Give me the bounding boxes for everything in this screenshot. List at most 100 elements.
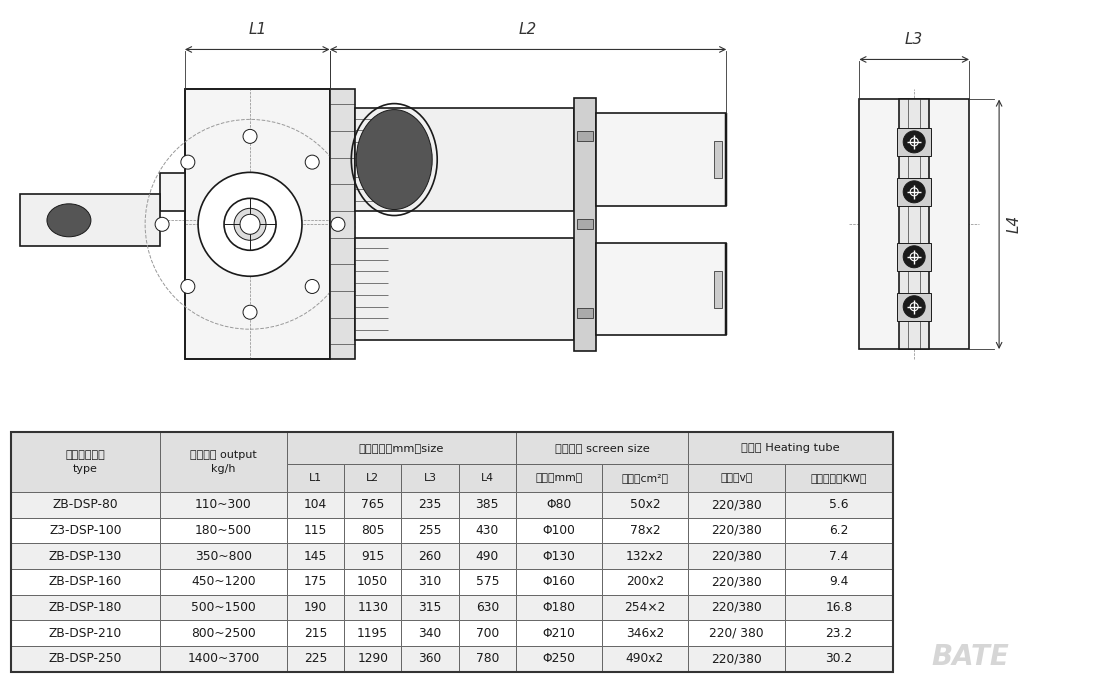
- Bar: [688, 432, 893, 464]
- Text: 254×2: 254×2: [624, 601, 666, 614]
- Text: 315: 315: [419, 601, 442, 614]
- Bar: [185, 89, 330, 359]
- Bar: [11, 492, 160, 518]
- Circle shape: [305, 155, 319, 169]
- Bar: [11, 518, 160, 543]
- Bar: [516, 646, 602, 672]
- Bar: [577, 130, 593, 140]
- Bar: [344, 595, 402, 620]
- Text: 16.8: 16.8: [826, 601, 853, 614]
- Text: 加热器 Heating tube: 加热器 Heating tube: [741, 443, 839, 453]
- Bar: [286, 620, 344, 646]
- Bar: [344, 464, 402, 492]
- Bar: [20, 194, 160, 246]
- Bar: [516, 518, 602, 543]
- Bar: [897, 243, 931, 271]
- Circle shape: [198, 172, 302, 276]
- Text: Φ130: Φ130: [543, 549, 575, 562]
- Bar: [286, 518, 344, 543]
- Text: 235: 235: [419, 498, 442, 511]
- Bar: [459, 569, 516, 595]
- Bar: [160, 173, 185, 211]
- Text: ZB-DSP-130: ZB-DSP-130: [49, 549, 122, 562]
- Bar: [11, 569, 160, 595]
- Bar: [160, 646, 286, 672]
- Bar: [344, 518, 402, 543]
- Bar: [688, 569, 784, 595]
- Text: L3: L3: [423, 473, 436, 483]
- Text: 780: 780: [476, 652, 499, 666]
- Bar: [516, 464, 602, 492]
- Text: Φ180: Φ180: [543, 601, 575, 614]
- Text: 110~300: 110~300: [195, 498, 252, 511]
- Text: 加热功率（KW）: 加热功率（KW）: [810, 473, 867, 483]
- Circle shape: [224, 198, 276, 250]
- Bar: [344, 646, 402, 672]
- Bar: [286, 595, 344, 620]
- Bar: [459, 620, 516, 646]
- Bar: [602, 543, 688, 569]
- Circle shape: [181, 279, 195, 294]
- Bar: [286, 543, 344, 569]
- Bar: [897, 128, 931, 156]
- Text: L1: L1: [309, 473, 322, 483]
- Text: L2: L2: [366, 473, 379, 483]
- Bar: [602, 492, 688, 518]
- Text: Φ250: Φ250: [543, 652, 575, 666]
- Text: 145: 145: [303, 549, 327, 562]
- Bar: [459, 464, 516, 492]
- Bar: [688, 464, 784, 492]
- Bar: [344, 569, 402, 595]
- Text: 220/380: 220/380: [711, 575, 762, 589]
- Text: BATE: BATE: [931, 643, 1009, 671]
- Text: Φ80: Φ80: [546, 498, 572, 511]
- Bar: [402, 620, 459, 646]
- Bar: [459, 518, 516, 543]
- Bar: [516, 432, 688, 464]
- Text: 产品规格型号
type: 产品规格型号 type: [66, 450, 105, 474]
- Text: 1290: 1290: [357, 652, 388, 666]
- Bar: [286, 492, 344, 518]
- Bar: [516, 569, 602, 595]
- Bar: [784, 620, 893, 646]
- Bar: [784, 646, 893, 672]
- Bar: [160, 595, 286, 620]
- Text: 350~800: 350~800: [195, 549, 252, 562]
- Text: 直径（mm）: 直径（mm）: [535, 473, 583, 483]
- Text: L3: L3: [905, 32, 923, 47]
- Bar: [160, 492, 286, 518]
- Bar: [714, 271, 723, 308]
- Text: 700: 700: [476, 626, 499, 640]
- Text: Φ210: Φ210: [543, 626, 575, 640]
- Bar: [185, 89, 330, 359]
- Bar: [286, 464, 344, 492]
- Bar: [11, 646, 160, 672]
- Text: ZB-DSP-160: ZB-DSP-160: [49, 575, 122, 589]
- Text: 78x2: 78x2: [630, 524, 660, 537]
- Bar: [402, 492, 459, 518]
- Bar: [459, 543, 516, 569]
- Bar: [602, 518, 688, 543]
- Bar: [11, 432, 893, 672]
- Bar: [516, 543, 602, 569]
- Text: 1195: 1195: [357, 626, 388, 640]
- Text: 215: 215: [303, 626, 327, 640]
- Bar: [355, 238, 574, 340]
- Bar: [688, 595, 784, 620]
- Circle shape: [241, 215, 260, 234]
- Text: 30.2: 30.2: [826, 652, 853, 666]
- Circle shape: [903, 131, 925, 153]
- Text: 190: 190: [303, 601, 327, 614]
- Bar: [596, 243, 726, 335]
- Ellipse shape: [47, 204, 91, 237]
- Bar: [602, 595, 688, 620]
- Bar: [11, 432, 160, 492]
- Circle shape: [305, 279, 319, 294]
- Bar: [160, 543, 286, 569]
- Bar: [402, 518, 459, 543]
- Bar: [402, 569, 459, 595]
- Bar: [286, 646, 344, 672]
- Text: 220/380: 220/380: [711, 652, 762, 666]
- Bar: [784, 595, 893, 620]
- Text: 1400~3700: 1400~3700: [187, 652, 260, 666]
